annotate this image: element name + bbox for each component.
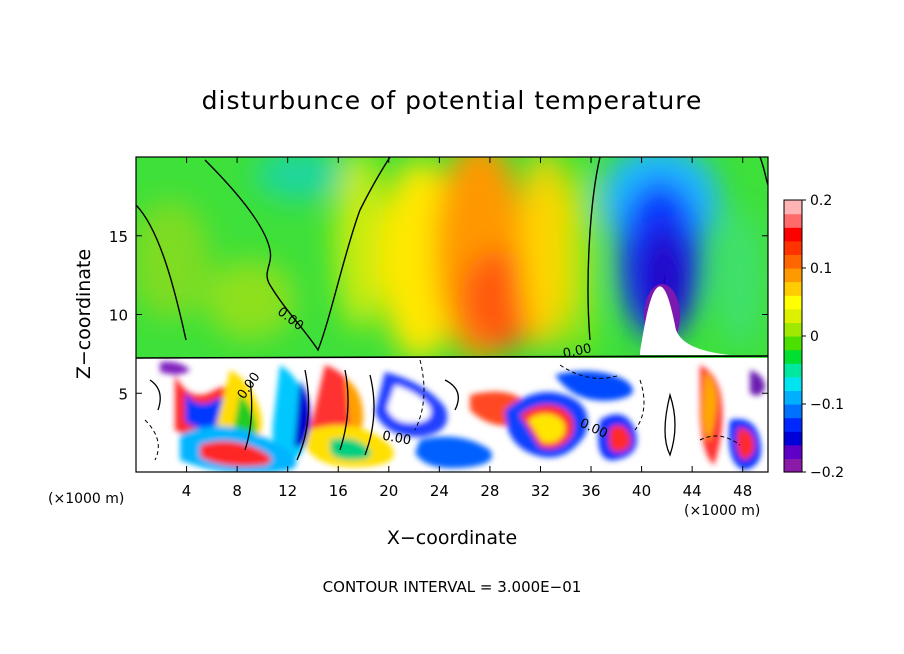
colorbar-swatch <box>784 458 802 473</box>
x-tick-label: 36 <box>581 482 600 500</box>
colorbar-swatch <box>784 336 802 351</box>
colorbar-swatch <box>784 308 802 323</box>
colorbar-swatch <box>784 240 802 255</box>
x-axis: 4 8 12 16 20 24 28 32 36 40 44 48 <box>182 157 752 500</box>
colorbar-swatch <box>784 363 802 378</box>
colorbar: 0.2 0.1 0 −0.1 −0.2 <box>783 193 844 481</box>
colorbar-swatch <box>784 417 802 432</box>
x-tick-label: 8 <box>232 482 242 500</box>
y-tick-label: 15 <box>109 228 128 246</box>
y-tick-label: 10 <box>109 307 128 325</box>
colorbar-swatch <box>784 268 802 283</box>
contour-label: 0.00 <box>562 341 593 362</box>
colorbar-swatch <box>784 227 802 242</box>
plot-field <box>136 157 768 472</box>
x-tick-label: 32 <box>531 482 550 500</box>
x-tick-label: 4 <box>182 482 192 500</box>
colorbar-swatch <box>784 376 802 391</box>
colorbar-swatch <box>784 349 802 364</box>
colorbar-swatch <box>784 322 802 337</box>
colorbar-label: 0.2 <box>810 193 832 209</box>
x-unit-left: (×1000 m) <box>48 491 125 507</box>
chart-title: disturbunce of potential temperature <box>201 86 703 115</box>
x-tick-label: 20 <box>379 482 398 500</box>
colorbar-label: 0 <box>810 329 819 345</box>
colorbar-swatch <box>784 213 802 228</box>
lower-field <box>136 358 768 472</box>
contour-lines <box>136 157 768 359</box>
x-axis-label: X−coordinate <box>386 527 518 549</box>
y-tick-label: 5 <box>118 385 128 403</box>
colorbar-swatch <box>784 431 802 446</box>
colorbar-label: −0.2 <box>810 465 844 481</box>
x-tick-label: 12 <box>278 482 297 500</box>
colorbar-swatch <box>784 295 802 310</box>
colorbar-swatch <box>784 200 802 215</box>
colorbar-label: −0.1 <box>810 397 844 413</box>
colorbar-swatch <box>784 254 802 269</box>
x-tick-label: 44 <box>683 482 702 500</box>
colorbar-swatch <box>784 390 802 405</box>
upper-field <box>136 157 768 360</box>
contour-interval-note: CONTOUR INTERVAL = 3.000E−01 <box>322 578 582 596</box>
y-axis: 5 10 15 <box>109 228 768 403</box>
colorbar-swatch <box>784 404 802 419</box>
x-tick-label: 28 <box>480 482 499 500</box>
x-unit-right: (×1000 m) <box>684 503 761 519</box>
x-tick-label: 48 <box>733 482 752 500</box>
contour-label: 0.00 <box>381 429 412 449</box>
y-axis-label: Z−coordinate <box>73 248 95 380</box>
colorbar-label: 0.1 <box>810 261 832 277</box>
x-tick-label: 24 <box>430 482 449 500</box>
colorbar-swatch <box>784 444 802 459</box>
x-tick-label: 40 <box>632 482 651 500</box>
colorbar-swatch <box>784 281 802 296</box>
x-tick-label: 16 <box>329 482 348 500</box>
